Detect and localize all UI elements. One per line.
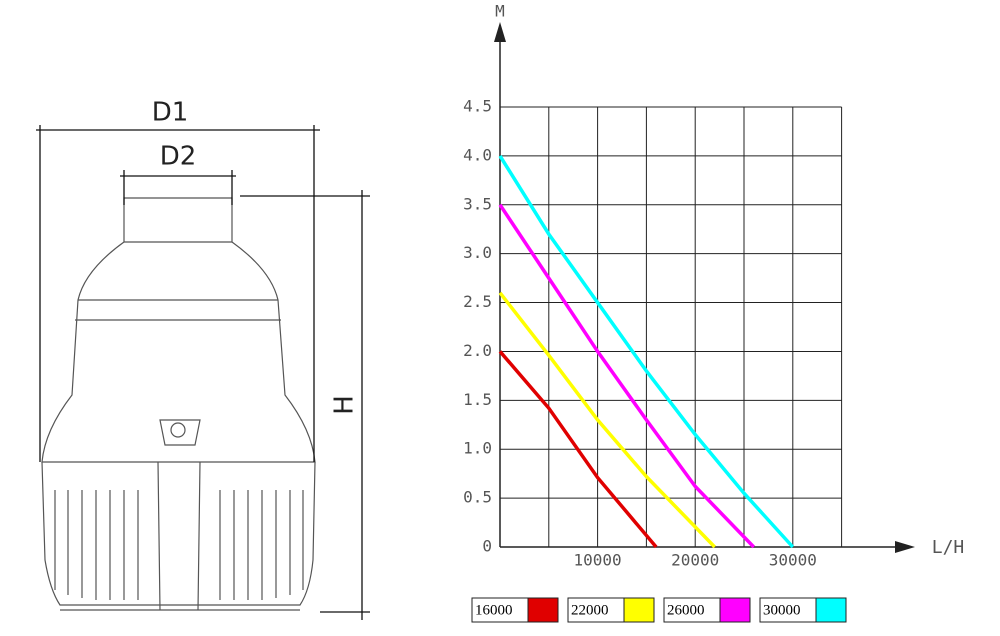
legend-box: [567, 597, 625, 623]
legend-label: 22000: [571, 602, 609, 618]
y-tick-label: 1.5: [463, 390, 492, 409]
pump-drawing: D1 D2 H: [36, 98, 370, 620]
legend-swatch: [527, 597, 559, 623]
y-axis-arrow: [494, 22, 506, 42]
y-tick-label: 2.5: [463, 292, 492, 311]
y-tick-label: 0: [482, 537, 492, 556]
series-line: [498, 350, 658, 549]
legend-label: 26000: [667, 602, 705, 618]
pump-bolt: [170, 422, 186, 438]
legend-label: 30000: [763, 602, 801, 618]
legend-swatch: [623, 597, 655, 623]
chart: M L/H 0 0.5 1.0 1.5 2.0 2.5 3.0 3.5 4.0 4.5 10000 2…: [463, 2, 964, 623]
x-axis-arrow: [895, 541, 915, 553]
series-line: [498, 154, 795, 549]
y-tick-label: 1.0: [463, 439, 492, 458]
dimension-label: H: [330, 395, 360, 415]
dimension-lines: [36, 125, 370, 620]
legend-box: [471, 597, 529, 623]
x-tick-label: 20000: [671, 551, 719, 570]
y-tick-label: 0.5: [463, 488, 492, 507]
y-axis-label: M: [495, 2, 505, 21]
legend-box: [759, 597, 817, 623]
y-tick-label: 4.5: [463, 97, 492, 116]
series-line: [498, 203, 756, 549]
pump-outline: [41, 197, 316, 463]
legend-label: 16000: [475, 602, 513, 618]
legend-swatch: [719, 597, 751, 623]
y-tick-label: 2.0: [463, 341, 492, 360]
pump-body-lines: [41, 241, 316, 611]
series-line: [498, 291, 716, 549]
legend-box: [663, 597, 721, 623]
y-tick-label: 3.0: [463, 243, 492, 262]
x-tick-label: 10000: [574, 551, 622, 570]
dimension-label: D1: [152, 98, 189, 128]
y-tick-label: 3.5: [463, 194, 492, 213]
x-tick-label: 30000: [769, 551, 817, 570]
pump-grille: [54, 490, 304, 600]
x-axis-label: L/H: [932, 537, 965, 558]
dimension-label: D2: [160, 142, 197, 172]
y-tick-label: 4.0: [463, 145, 492, 164]
legend-swatch: [815, 597, 847, 623]
